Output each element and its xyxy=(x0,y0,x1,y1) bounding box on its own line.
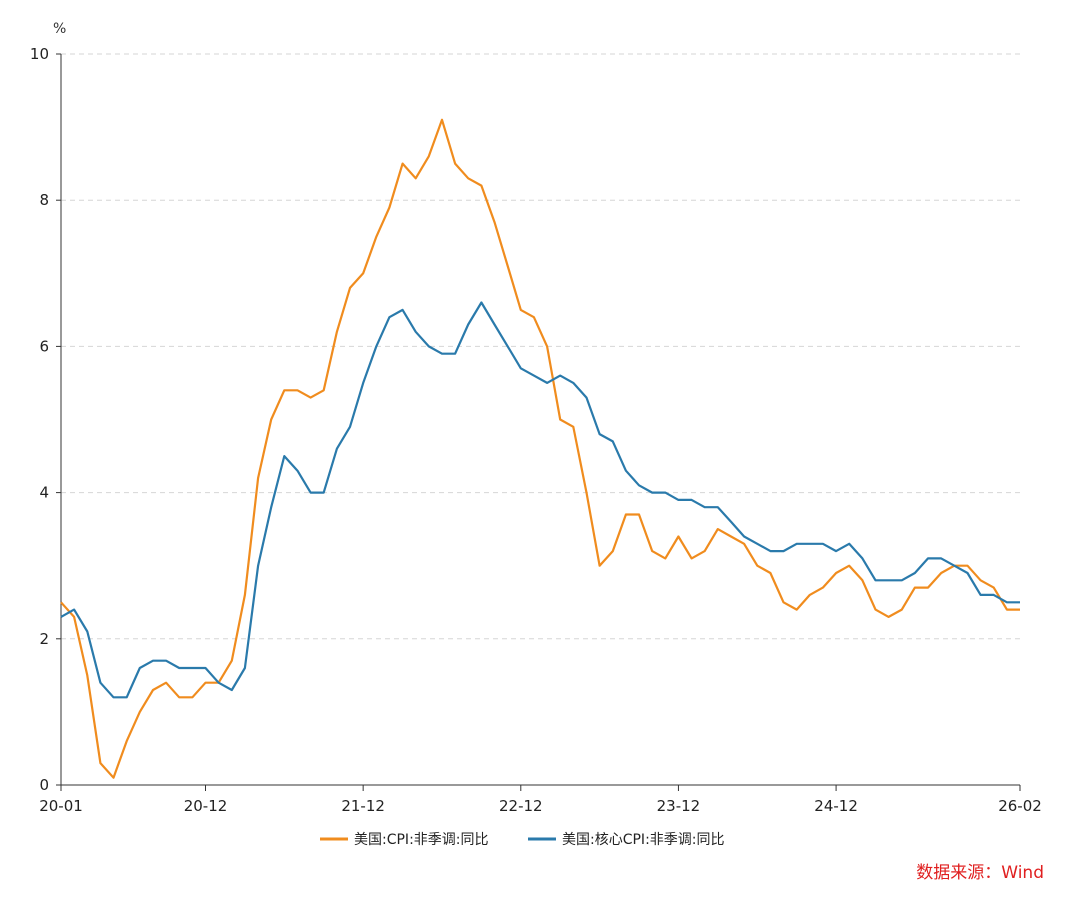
x-tick-label: 20-12 xyxy=(184,797,228,815)
y-tick-label: 2 xyxy=(39,630,49,648)
y-tick-label: 6 xyxy=(39,337,49,355)
series-line-core-cpi xyxy=(60,301,1020,699)
x-tick-label: 20-01 xyxy=(39,797,83,815)
y-tick-label: 4 xyxy=(39,484,49,502)
x-tick-label: 26-02 xyxy=(998,797,1042,815)
grid-lines xyxy=(61,53,1020,640)
series-line-cpi xyxy=(60,118,1020,779)
x-tick-label: 23-12 xyxy=(657,797,701,815)
axes: 0 2 4 6 8 10 20-01 20-12 21-12 22-12 23-12 24-12 26-… xyxy=(30,45,1042,815)
x-tick-label: 21-12 xyxy=(341,797,385,815)
y-tick-label: 10 xyxy=(30,45,49,63)
y-axis-unit: % xyxy=(53,21,66,37)
source-label: 数据来源：Wind xyxy=(916,863,1044,883)
legend-label: 美国:核心CPI:非季调:同比 xyxy=(562,832,725,848)
legend: 美国:CPI:非季调:同比 美国:核心CPI:非季调:同比 xyxy=(320,832,725,848)
series-lines xyxy=(60,118,1020,779)
y-tick-label: 0 xyxy=(39,776,49,794)
legend-label: 美国:CPI:非季调:同比 xyxy=(354,832,489,848)
y-tick-label: 8 xyxy=(39,191,49,209)
x-tick-label: 22-12 xyxy=(499,797,543,815)
x-tick-label: 24-12 xyxy=(814,797,858,815)
